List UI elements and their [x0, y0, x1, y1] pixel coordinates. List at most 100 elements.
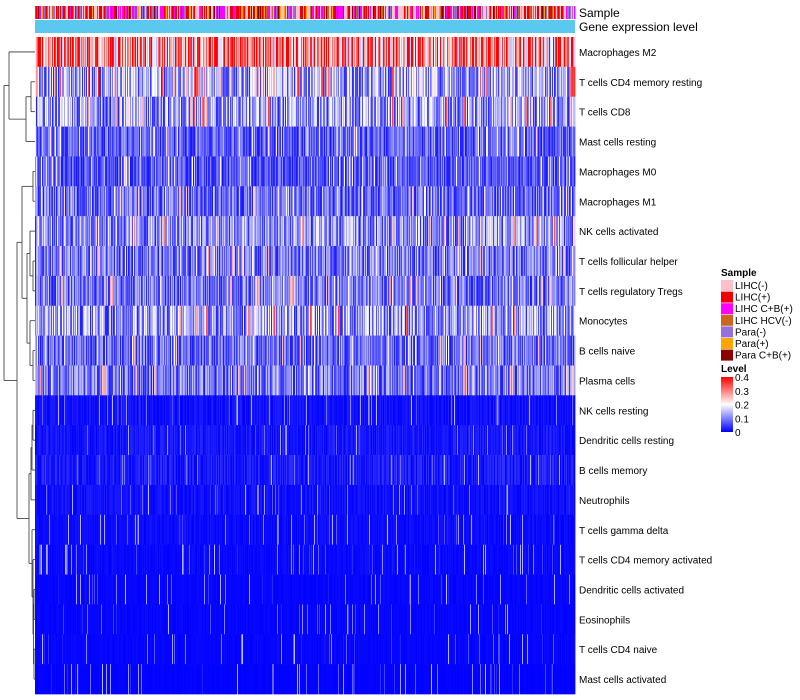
- heatmap-cell: [95, 96, 97, 127]
- heatmap-cell: [394, 246, 396, 277]
- heatmap-cell: [267, 66, 269, 98]
- sample-cell: [525, 6, 527, 19]
- sample-cell: [269, 6, 271, 19]
- sample-cell: [133, 6, 135, 19]
- heatmap-cell: [191, 37, 193, 68]
- heatmap-cell: [364, 126, 366, 157]
- sample-cell: [35, 6, 37, 19]
- heatmap-cell: [270, 246, 272, 277]
- heatmap-cell: [257, 156, 259, 187]
- heatmap-cell: [156, 216, 158, 247]
- heatmap-cell: [207, 216, 209, 247]
- heatmap-cell: [379, 37, 381, 68]
- heatmap-cell: [279, 216, 281, 247]
- heatmap-cell: [498, 186, 500, 217]
- heatmap-cell: [198, 186, 200, 217]
- sample-cell: [273, 6, 275, 19]
- heatmap-cell: [519, 246, 521, 277]
- heatmap-cell: [194, 216, 196, 247]
- heatmap-cell: [58, 186, 60, 217]
- heatmap-cell: [505, 126, 507, 157]
- heatmap-cell: [424, 186, 426, 217]
- sample-cell: [418, 6, 420, 19]
- heatmap-cell: [452, 246, 454, 277]
- heatmap-cell: [262, 96, 264, 127]
- heatmap-cell: [46, 37, 48, 68]
- heatmap-cell: [115, 216, 117, 247]
- heatmap-cell: [91, 216, 93, 247]
- heatmap-cell: [389, 156, 391, 187]
- heatmap-cell: [220, 186, 222, 217]
- heatmap-cell: [67, 66, 69, 98]
- heatmap-cell: [302, 246, 304, 277]
- sample-cell: [219, 6, 221, 19]
- sample-cell: [202, 6, 204, 19]
- sample-cell: [307, 6, 309, 19]
- heatmap-cell: [141, 96, 143, 127]
- heatmap-cell: [161, 66, 163, 98]
- heatmap-cell: [549, 246, 551, 277]
- heatmap-cell: [212, 246, 214, 277]
- heatmap-cell: [522, 37, 524, 68]
- heatmap-cell: [342, 126, 344, 157]
- heatmap-cell: [531, 186, 533, 217]
- heatmap-cell: [467, 216, 469, 247]
- sample-cell: [39, 6, 41, 19]
- heatmap-cell: [463, 186, 465, 217]
- heatmap-cell: [130, 37, 132, 68]
- sample-cell: [402, 6, 404, 19]
- heatmap-cell: [340, 186, 342, 217]
- sample-cell: [400, 6, 402, 19]
- heatmap-cell: [495, 216, 497, 247]
- heatmap-cell: [274, 186, 276, 217]
- heatmap-cell: [568, 126, 570, 157]
- heatmap-cell: [130, 275, 132, 307]
- heatmap-cell: [110, 186, 112, 217]
- heatmap-cell: [482, 37, 484, 68]
- heatmap-cell: [489, 156, 491, 187]
- heatmap-cell: [418, 37, 420, 68]
- heatmap-cell: [229, 156, 231, 187]
- heatmap-cell: [147, 186, 149, 217]
- heatmap-cell: [225, 37, 227, 68]
- heatmap-cell: [221, 246, 223, 277]
- heatmap-cell: [272, 66, 274, 98]
- heatmap-cell: [468, 186, 470, 217]
- heatmap-cell: [118, 275, 120, 307]
- heatmap-cell: [528, 156, 530, 187]
- heatmap-cell: [526, 186, 528, 217]
- heatmap-cell: [360, 66, 362, 98]
- heatmap-cell: [96, 66, 98, 98]
- heatmap-cell: [217, 66, 219, 98]
- heatmap-cell: [287, 37, 289, 68]
- heatmap-cell: [144, 126, 146, 157]
- heatmap-cell: [346, 216, 348, 247]
- heatmap-cell: [274, 66, 276, 98]
- heatmap-cell: [434, 216, 436, 247]
- heatmap-cell: [202, 126, 204, 157]
- heatmap-cell: [421, 216, 423, 247]
- heatmap-cell: [125, 126, 127, 157]
- heatmap-cell: [92, 246, 94, 277]
- heatmap-cell: [543, 37, 545, 68]
- heatmap-cell: [76, 66, 78, 98]
- heatmap-cell: [473, 66, 475, 98]
- heatmap-cell: [483, 216, 485, 247]
- heatmap-cell: [368, 216, 370, 247]
- heatmap-cell: [173, 246, 175, 277]
- heatmap-cell: [444, 126, 446, 157]
- heatmap-cell: [460, 66, 462, 98]
- heatmap-cell: [420, 246, 422, 277]
- heatmap-cell: [361, 66, 363, 98]
- heatmap-cell: [500, 156, 502, 187]
- heatmap-cell: [556, 216, 558, 247]
- heatmap-cell: [380, 216, 382, 247]
- heatmap-cell: [268, 186, 270, 217]
- heatmap-cell: [133, 156, 135, 187]
- heatmap-cell: [379, 156, 381, 187]
- sample-cell: [422, 6, 424, 19]
- heatmap-cell: [489, 37, 491, 68]
- heatmap-cell: [391, 126, 393, 157]
- heatmap-cell: [209, 126, 211, 157]
- heatmap-cell: [393, 186, 395, 217]
